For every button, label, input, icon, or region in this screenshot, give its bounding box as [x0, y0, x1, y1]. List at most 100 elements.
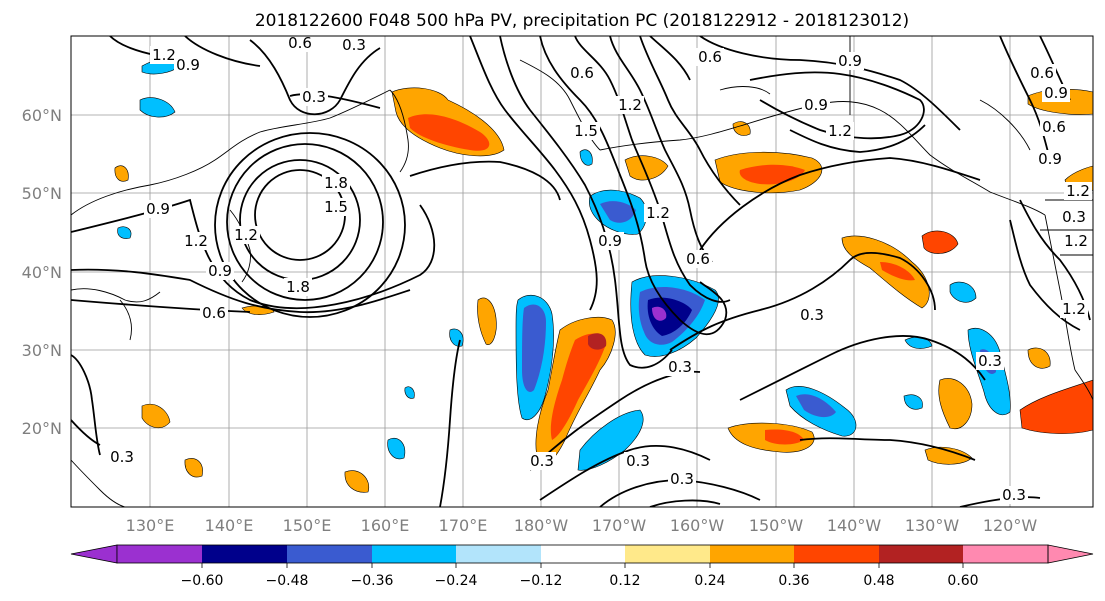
contour-label: 0.3 — [1062, 208, 1086, 226]
lat-label: 50°N — [22, 184, 62, 203]
precip-negative-small-5 — [117, 226, 132, 239]
colorbar-tick-label: 0.24 — [694, 573, 725, 589]
lon-label: 170°W — [592, 516, 647, 535]
precip-positive-subtropical-darkcore — [588, 333, 607, 350]
contour-label: 0.6 — [288, 34, 312, 52]
lon-label: 160°E — [361, 516, 410, 535]
precip-positive-east-pacific-2 — [921, 230, 959, 254]
contour-label: 0.6 — [202, 304, 226, 322]
contour-label: 0.9 — [1044, 84, 1068, 102]
precip-positive-east-coast — [1019, 379, 1093, 434]
colorbar-segment — [963, 545, 1048, 563]
precip-positive-west-4 — [114, 165, 129, 182]
colorbar-segment — [202, 545, 287, 563]
lon-label: 160°W — [670, 516, 725, 535]
lon-label: 130°W — [905, 516, 960, 535]
colorbar-tick-label: −0.12 — [520, 573, 563, 589]
precip-positive-east-pacific-1-core — [880, 262, 915, 281]
colorbar-segment — [794, 545, 879, 563]
contour-label: 0.9 — [804, 96, 828, 114]
colorbar-tick-label: −0.60 — [181, 573, 224, 589]
colorbar-segment — [625, 545, 710, 563]
contour-label: 0.3 — [626, 452, 650, 470]
precip-negative-central-low-core — [652, 306, 667, 321]
contour-label: 0.6 — [1042, 118, 1066, 136]
contour-label: 1.2 — [1062, 300, 1086, 318]
precip-negative-small-1 — [387, 438, 406, 460]
contour-label: 1.8 — [286, 278, 310, 296]
lon-label: 120°W — [983, 516, 1038, 535]
lat-label: 60°N — [22, 106, 62, 125]
contour-label: 1.2 — [828, 122, 852, 140]
colorbar-tick-label: −0.36 — [351, 573, 394, 589]
contour-label: 0.9 — [838, 52, 862, 70]
contour-label: 1.2 — [184, 232, 208, 250]
contour-label: 0.3 — [110, 448, 134, 466]
figure-title: 2018122600 F048 500 hPa PV, precipitatio… — [255, 11, 909, 31]
contour-label: 0.6 — [686, 250, 710, 268]
precip-positive-small-1 — [624, 155, 669, 181]
lat-label: 40°N — [22, 263, 62, 282]
lon-label: 150°E — [283, 516, 332, 535]
contour-label: 1.2 — [618, 96, 642, 114]
colorbar-tick-label: 0.12 — [609, 573, 640, 589]
map-area: 1.2 0.9 0.6 0.3 0.3 0.9 1.2 1.8 1.5 1.2 … — [71, 34, 1093, 507]
latitude-labels: 60°N 50°N 40°N 30°N 20°N — [22, 106, 62, 438]
precip-positive-kamchatka-core — [408, 114, 490, 151]
contour-label: 0.3 — [800, 306, 824, 324]
contour-label: 0.3 — [342, 36, 366, 54]
precip-negative-small-4 — [579, 149, 593, 166]
contour-label: 1.2 — [234, 226, 258, 244]
contour-label: 1.2 — [1066, 182, 1090, 200]
coastlines — [71, 36, 1093, 507]
contour-label: 0.9 — [208, 262, 232, 280]
precip-negative-west-1 — [139, 97, 176, 118]
contour-label: 0.9 — [1038, 150, 1062, 168]
precip-positive-west-1 — [141, 403, 171, 429]
precip-negative-east-4 — [903, 394, 923, 410]
precip-positive-subtropical-core — [550, 333, 606, 440]
contour-label: 1.5 — [574, 122, 598, 140]
contour-label: 0.6 — [698, 48, 722, 66]
precip-negative-south-band — [577, 409, 644, 471]
pv-contours — [71, 36, 1091, 507]
colorbar-segment — [710, 545, 794, 563]
precip-negative-south-east-core — [796, 394, 836, 418]
precip-negative-west-band-core — [522, 304, 546, 392]
lon-label: 180°W — [514, 516, 569, 535]
contour-labels: 1.2 0.9 0.6 0.3 0.3 0.9 1.2 1.8 1.5 1.2 … — [108, 34, 1092, 504]
lon-label: 150°W — [749, 516, 804, 535]
contour-label: 0.3 — [1002, 486, 1026, 504]
precip-negative-bering-core — [600, 201, 636, 223]
colorbar-tick-label: −0.48 — [266, 573, 309, 589]
colorbar-segment — [117, 545, 202, 563]
contour-label: 0.9 — [146, 200, 170, 218]
contour-label: 1.8 — [324, 174, 348, 192]
contour-label: 0.3 — [530, 452, 554, 470]
contour-label: 0.6 — [570, 64, 594, 82]
lon-label: 130°E — [126, 516, 175, 535]
contour-label: 1.2 — [646, 204, 670, 222]
precip-positive-west-small — [477, 297, 497, 345]
precip-positive-far-east — [1027, 347, 1051, 369]
colorbar-segment — [287, 545, 372, 563]
lon-label: 140°W — [827, 516, 882, 535]
contour-label: 1.2 — [1064, 232, 1088, 250]
colorbar-tick-label: −0.24 — [435, 573, 478, 589]
contour-label: 0.3 — [668, 358, 692, 376]
precip-positive-south-3 — [938, 378, 973, 430]
map-frame — [70, 35, 1094, 508]
colorbar-tick-label: 0.36 — [778, 573, 809, 589]
precip-positive-west-3 — [344, 470, 370, 493]
contour-label: 0.6 — [1030, 64, 1054, 82]
precip-positive-west-2 — [184, 458, 203, 478]
contour-label: 0.9 — [176, 56, 200, 74]
contour-label: 0.9 — [598, 232, 622, 250]
precip-negative-east-2 — [949, 281, 977, 303]
colorbar-tick-label: 0.48 — [863, 573, 894, 589]
colorbar-segment — [879, 545, 963, 563]
contour-label: 0.3 — [978, 352, 1002, 370]
colorbar-segment — [541, 545, 625, 563]
longitude-labels: 130°E 140°E 150°E 160°E 170°E 180°W 170°… — [126, 516, 1038, 535]
lon-label: 170°E — [439, 516, 488, 535]
